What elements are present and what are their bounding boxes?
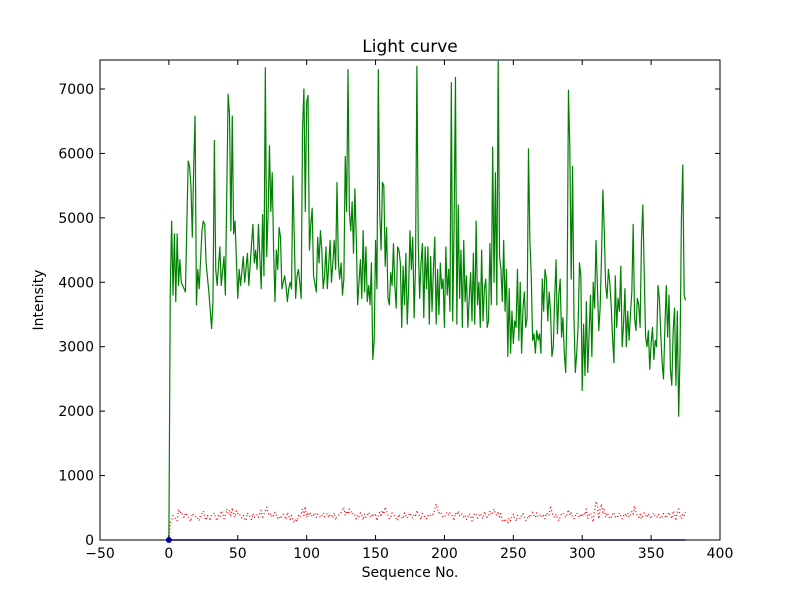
y-tick-label: 0	[85, 533, 94, 549]
plot-area	[100, 60, 720, 540]
y-tick-label: 1000	[58, 469, 94, 485]
x-tick-label: 400	[707, 546, 734, 562]
x-axis-label: Sequence No.	[362, 565, 459, 581]
plot-frame	[99, 59, 721, 541]
x-tick-label: 150	[362, 546, 389, 562]
x-tick-label: 300	[569, 546, 596, 562]
y-tick-label: 7000	[58, 82, 94, 98]
x-tick-label: 0	[164, 546, 173, 562]
chart-title: Light curve	[362, 37, 457, 57]
y-tick-label: 3000	[58, 340, 94, 356]
series-line-1	[168, 60, 687, 541]
y-tick-label: 4000	[58, 275, 94, 291]
y-axis: 0 1000 2000 3000 4000 5000 6000 7000	[58, 82, 720, 549]
x-tick-label: 200	[431, 546, 458, 562]
x-tick-label: 250	[500, 546, 527, 562]
x-tick-label: 100	[293, 546, 320, 562]
x-tick-label: 50	[229, 546, 247, 562]
x-tick-label: −50	[85, 546, 115, 562]
y-axis-label: Intensity	[31, 270, 47, 331]
y-tick-label: 5000	[58, 211, 94, 227]
y-tick-label: 2000	[58, 404, 94, 420]
x-axis: −50 0 50 100 150 200 250 300 350 400	[85, 60, 733, 562]
y-tick-label: 6000	[58, 146, 94, 162]
x-tick-label: 350	[638, 546, 665, 562]
